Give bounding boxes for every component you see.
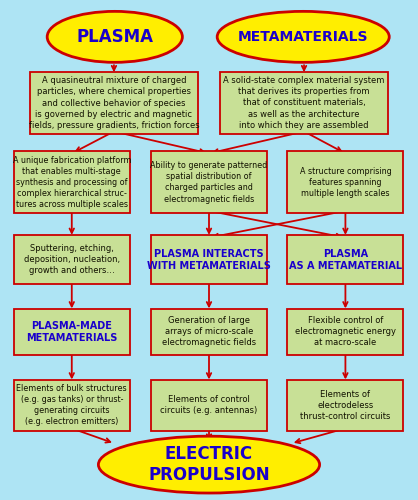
FancyBboxPatch shape: [151, 152, 267, 214]
Text: Elements of control
circuits (e.g. antennas): Elements of control circuits (e.g. anten…: [161, 396, 257, 415]
Text: Generation of large
arrays of micro-scale
electromagnetic fields: Generation of large arrays of micro-scal…: [162, 316, 256, 348]
Ellipse shape: [47, 12, 182, 63]
FancyBboxPatch shape: [288, 380, 403, 431]
Text: PLASMA-MADE
METAMATERIALS: PLASMA-MADE METAMATERIALS: [26, 320, 117, 343]
FancyBboxPatch shape: [288, 152, 403, 214]
FancyBboxPatch shape: [14, 236, 130, 284]
FancyBboxPatch shape: [151, 309, 267, 354]
Text: A quasineutral mixture of charged
particles, where chemical properties
and colle: A quasineutral mixture of charged partic…: [29, 76, 199, 130]
Text: A unique fabrication platform
that enables multi-stage
synthesis and processing : A unique fabrication platform that enabl…: [13, 156, 131, 209]
FancyBboxPatch shape: [288, 236, 403, 284]
FancyBboxPatch shape: [14, 380, 130, 431]
Ellipse shape: [98, 436, 320, 493]
Text: Elements of
electrodeless
thrust-control circuits: Elements of electrodeless thrust-control…: [300, 390, 390, 421]
FancyBboxPatch shape: [288, 309, 403, 354]
Text: ELECTRIC
PROPULSION: ELECTRIC PROPULSION: [148, 445, 270, 484]
FancyBboxPatch shape: [30, 72, 198, 134]
Text: PLASMA INTERACTS
WITH METAMATERIALS: PLASMA INTERACTS WITH METAMATERIALS: [147, 248, 271, 271]
Text: PLASMA: PLASMA: [76, 28, 153, 46]
FancyBboxPatch shape: [220, 72, 388, 134]
Text: Sputtering, etching,
deposition, nucleation,
growth and others…: Sputtering, etching, deposition, nucleat…: [24, 244, 120, 276]
Text: A structure comprising
features spanning
multiple length scales: A structure comprising features spanning…: [300, 167, 391, 198]
FancyBboxPatch shape: [14, 309, 130, 354]
Text: Ability to generate patterned
spatial distribution of
charged particles and
elec: Ability to generate patterned spatial di…: [150, 161, 268, 204]
Text: Elements of bulk structures
(e.g. gas tanks) or thrust-
generating circuits
(e.g: Elements of bulk structures (e.g. gas ta…: [16, 384, 127, 426]
Text: PLASMA
AS A METAMATERIAL: PLASMA AS A METAMATERIAL: [289, 248, 402, 271]
FancyBboxPatch shape: [151, 380, 267, 431]
Text: A solid-state complex material system
that derives its properties from
that of c: A solid-state complex material system th…: [223, 76, 385, 130]
Ellipse shape: [217, 12, 389, 63]
Text: Flexible control of
electromagnetic energy
at macro-scale: Flexible control of electromagnetic ener…: [295, 316, 396, 348]
FancyBboxPatch shape: [14, 152, 130, 214]
FancyBboxPatch shape: [151, 236, 267, 284]
Text: METAMATERIALS: METAMATERIALS: [238, 30, 369, 44]
